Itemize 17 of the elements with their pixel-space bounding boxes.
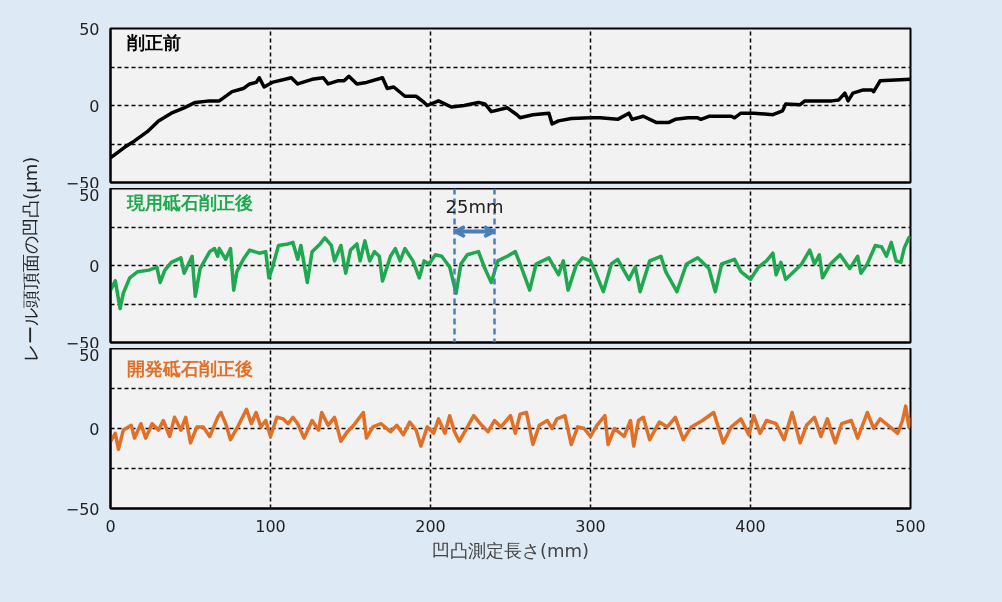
x-axis-title: 凹凸測定長さ(mm)	[431, 539, 590, 561]
y-axis-title: レール頭頂面の凹凸(μm)	[20, 156, 41, 362]
x-tick-label: 200	[415, 516, 446, 536]
series-label: 開発砥石削正後	[126, 357, 253, 379]
x-tick-label: 100	[255, 516, 286, 536]
y-tick-label: 50	[79, 19, 100, 39]
y-tick-label: 0	[89, 256, 100, 276]
y-tick-label: 0	[89, 96, 100, 116]
text: 削正前	[125, 31, 181, 53]
x-tick-label: 400	[735, 516, 766, 536]
y-tick-label: −50	[65, 499, 100, 519]
x-tick-label: 0	[105, 516, 116, 536]
x-tick-label: 500	[895, 516, 926, 536]
text: 現用砥石削正後	[125, 191, 253, 213]
x-tick-label: 300	[575, 516, 606, 536]
annotation: 25mm	[445, 196, 504, 218]
y-tick-label: 0	[89, 419, 100, 439]
